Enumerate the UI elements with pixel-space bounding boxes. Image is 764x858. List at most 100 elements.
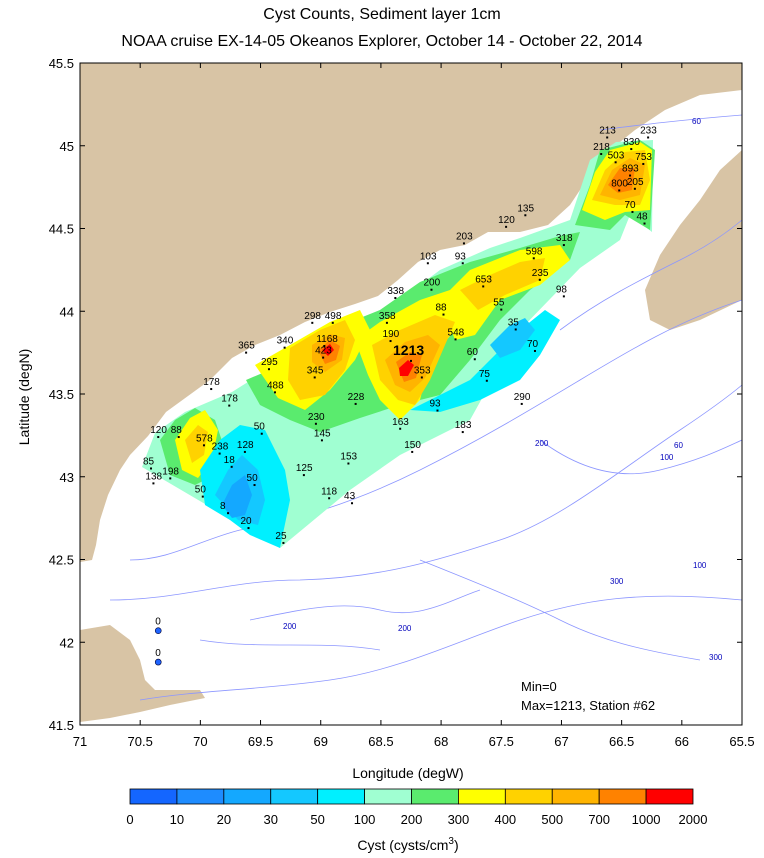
colorbar: 0 10 20 30 50 100 200 300 400 500 700 1000 2000 — [126, 788, 708, 827]
station-value-label: 120 — [150, 425, 167, 436]
station-value-label: 233 — [640, 125, 657, 136]
station-marker — [311, 321, 314, 324]
depth-label: 100 — [693, 561, 707, 570]
x-tick-label: 66.5 — [609, 734, 634, 749]
station-value-label: 830 — [623, 137, 640, 148]
land-cape-cod — [80, 625, 205, 722]
station-value-label: 653 — [475, 274, 492, 285]
station-value-label: 498 — [325, 311, 342, 322]
colorbar-tick-label: 2000 — [679, 812, 708, 827]
station-marker — [426, 262, 429, 265]
colorbar-tick-label: 700 — [588, 812, 610, 827]
station-marker — [631, 210, 634, 213]
station-value-label: 103 — [420, 251, 437, 262]
min-annotation: Min=0 — [521, 679, 557, 694]
station-value-label: 125 — [296, 463, 313, 474]
station-marker — [328, 497, 331, 500]
y-tick-label: 45.5 — [49, 56, 74, 71]
station-marker — [538, 278, 541, 281]
station-marker — [201, 495, 204, 498]
station-value-label: 55 — [493, 298, 505, 309]
station-marker — [394, 297, 397, 300]
station-marker-zero — [154, 658, 162, 666]
station-marker — [454, 338, 457, 341]
colorbar-tick-label: 300 — [448, 812, 470, 827]
station-value-label: 200 — [423, 278, 440, 289]
colorbar-swatch — [411, 788, 459, 805]
station-marker — [643, 222, 646, 225]
station-value-label: 118 — [321, 486, 337, 497]
colorbar-tick-label: 100 — [354, 812, 376, 827]
y-axis-ticks: 45.5 45 44.5 44 43.5 43 42.5 42 41.5 — [49, 56, 742, 733]
x-tick-label: 70.5 — [128, 734, 153, 749]
colorbar-tick-label: 200 — [401, 812, 423, 827]
land-east-peninsula — [645, 150, 742, 330]
depth-label: 200 — [535, 439, 549, 448]
station-value-label: 228 — [348, 392, 365, 403]
x-tick-label: 69 — [313, 734, 327, 749]
colorbar-tick-label: 30 — [264, 812, 278, 827]
station-marker — [273, 391, 276, 394]
station-value-label: 178 — [221, 394, 238, 405]
station-marker — [618, 189, 621, 192]
station-value-label: 340 — [277, 336, 294, 347]
station-marker — [331, 321, 334, 324]
station-marker — [282, 541, 285, 544]
colorbar-swatch — [551, 788, 600, 805]
y-tick-label: 41.5 — [49, 718, 74, 733]
station-marker — [210, 388, 213, 391]
station-value-label: 488 — [267, 380, 284, 391]
colorbar-swatch — [129, 788, 178, 805]
station-marker — [351, 502, 354, 505]
station-marker — [253, 484, 256, 487]
station-marker — [505, 225, 508, 228]
station-value-label: 163 — [392, 417, 409, 428]
station-value-label: 598 — [526, 246, 543, 257]
x-tick-label: 68 — [434, 734, 448, 749]
station-value-label: 88 — [171, 425, 183, 436]
station-value-label: 893 — [622, 164, 639, 175]
station-marker — [322, 356, 325, 359]
station-marker — [485, 379, 488, 382]
station-marker — [562, 244, 565, 247]
station-marker — [247, 527, 250, 530]
colorbar-tick-label: 500 — [541, 812, 563, 827]
station-value-label: 178 — [203, 377, 220, 388]
x-axis-label: Longitude (degW) — [352, 765, 463, 781]
station-value-label: 235 — [532, 268, 549, 279]
station-value-label: 318 — [556, 233, 573, 244]
chart-subtitle: NOAA cruise EX-14-05 Okeanos Explorer, O… — [121, 33, 643, 50]
colorbar-swatch — [645, 788, 694, 805]
y-tick-label: 42.5 — [49, 553, 74, 568]
station-marker — [243, 450, 246, 453]
depth-label: 300 — [709, 653, 723, 662]
station-value-label: 578 — [196, 433, 213, 444]
station-marker — [302, 474, 305, 477]
station-value-label: 800 — [611, 178, 628, 189]
station-value-label: 50 — [195, 485, 207, 496]
station-value-label: 145 — [314, 428, 331, 439]
depth-contours — [109, 114, 742, 701]
station-value-label: 198 — [162, 466, 179, 477]
station-value-label: 75 — [479, 369, 491, 380]
station-marker — [150, 467, 153, 470]
station-value-label: 43 — [344, 491, 356, 502]
y-tick-label: 42 — [60, 635, 74, 650]
station-marker — [245, 351, 248, 354]
depth-label: 60 — [674, 441, 683, 450]
depth-label: 300 — [610, 577, 624, 586]
station-marker — [267, 368, 270, 371]
station-value-label: 183 — [455, 420, 472, 431]
colorbar-tick-label: 50 — [310, 812, 324, 827]
x-tick-label: 67.5 — [489, 734, 514, 749]
station-marker — [177, 436, 180, 439]
station-marker — [260, 432, 263, 435]
station-value-label: 1213 — [393, 342, 424, 358]
station-value-label: 213 — [599, 125, 616, 136]
station-value-label: 548 — [448, 327, 465, 338]
station-value-label: 85 — [143, 456, 155, 467]
station-value-label: 190 — [383, 329, 400, 340]
station-value-label: 358 — [379, 311, 396, 322]
station-marker — [347, 462, 350, 465]
